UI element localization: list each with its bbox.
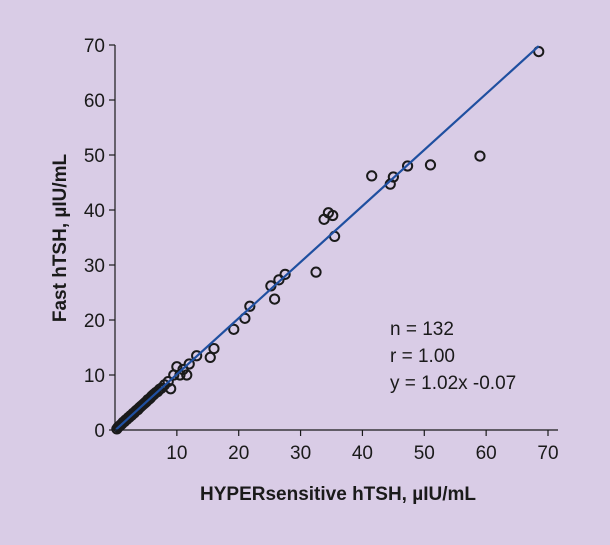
data-point (273, 274, 285, 286)
x-tick-label: 30 (290, 443, 311, 464)
x-tick-label: 40 (352, 443, 373, 464)
data-point (244, 300, 256, 312)
data-point (327, 209, 339, 222)
y-tick-label: 0 (94, 421, 105, 442)
y-tick-label: 40 (84, 201, 105, 222)
y-tick-label: 60 (84, 91, 105, 112)
annotation-equation: y = 1.02x -0.07 (390, 373, 516, 394)
y-tick-label: 30 (84, 256, 105, 277)
y-tick-label: 70 (84, 36, 105, 57)
y-tick-label: 50 (84, 146, 105, 167)
annotation-r: r = 1.00 (390, 346, 455, 367)
data-point (165, 383, 177, 395)
annotation-n: n = 132 (390, 319, 454, 340)
data-point (310, 266, 322, 278)
axis-ticks: 0 10 20 30 40 50 60 70 10 20 30 40 50 60 70 (84, 36, 559, 464)
data-point (387, 171, 399, 183)
data-point (183, 358, 195, 370)
data-point (424, 159, 437, 171)
y-tick-label: 20 (84, 311, 105, 332)
data-point (279, 268, 291, 280)
data-point (268, 293, 281, 305)
y-axis-title: Fast hTSH, µIU/mL (50, 153, 71, 322)
data-point (228, 323, 240, 335)
data-point (162, 376, 174, 388)
y-tick-label: 10 (84, 366, 105, 387)
x-axis-title: HYPERsensitive hTSH, µIU/mL (200, 484, 476, 505)
x-tick-label: 20 (228, 443, 249, 464)
data-point (474, 150, 486, 162)
data-point (204, 351, 216, 363)
data-point (401, 160, 414, 172)
x-tick-label: 10 (166, 443, 187, 464)
regression-line (114, 45, 540, 432)
data-point (191, 350, 203, 362)
x-tick-label: 60 (476, 443, 497, 464)
x-tick-label: 50 (414, 443, 435, 464)
data-point (181, 369, 193, 381)
data-point (208, 343, 220, 355)
data-point (366, 170, 378, 182)
x-tick-label: 70 (537, 443, 558, 464)
